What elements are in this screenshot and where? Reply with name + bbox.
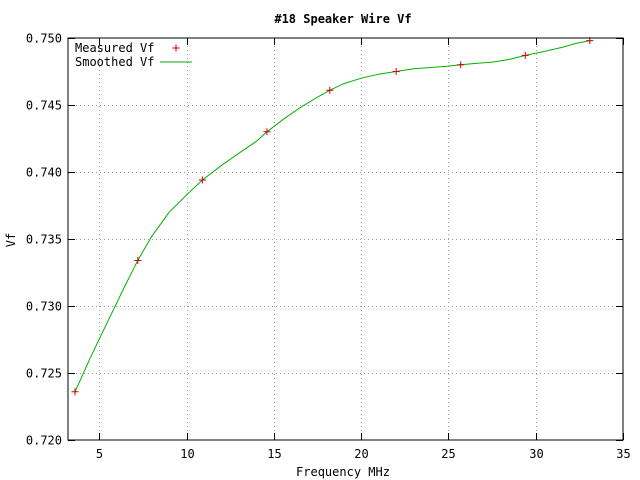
legend-label-smoothed: Smoothed Vf (75, 55, 154, 69)
grid (68, 38, 623, 440)
plot-frame (67, 37, 624, 441)
y-tick-label: 0.740 (26, 166, 62, 180)
x-tick-label: 35 (616, 447, 630, 461)
smoothed-vf-line (74, 40, 590, 393)
plot-area (71, 37, 594, 396)
legend-marker-measured (172, 44, 180, 52)
y-tick-label: 0.750 (26, 32, 62, 46)
measured-vf-point (326, 86, 334, 94)
measured-vf-point (71, 388, 79, 396)
measured-vf-point (263, 128, 271, 136)
x-tick-label: 10 (180, 447, 194, 461)
x-tick-label: 15 (267, 447, 281, 461)
x-tick-label: 20 (354, 447, 368, 461)
legend: Measured Vf Smoothed Vf (75, 41, 192, 69)
y-tick-label: 0.725 (26, 367, 62, 381)
y-axis-label: Vf (4, 233, 18, 247)
measured-vf-point (198, 176, 206, 184)
y-tick-label: 0.745 (26, 99, 62, 113)
axes: 0.720 0.725 0.730 0.735 0.740 0.745 0.750 5 10 15… (26, 32, 631, 462)
y-tick-label: 0.730 (26, 300, 62, 314)
x-tick-label: 5 (96, 447, 103, 461)
x-axis-label: Frequency MHz (296, 465, 390, 479)
x-tick-label: 30 (529, 447, 543, 461)
chart-title: #18 Speaker Wire Vf (274, 12, 411, 26)
y-tick-label: 0.735 (26, 233, 62, 247)
measured-vf-point (134, 256, 142, 264)
x-tick-label: 25 (441, 447, 455, 461)
y-tick-label: 0.720 (26, 434, 62, 448)
measured-vf-point (392, 68, 400, 75)
measured-vf-point (457, 61, 465, 69)
legend-label-measured: Measured Vf (75, 41, 154, 55)
measured-vf-point (521, 51, 529, 59)
